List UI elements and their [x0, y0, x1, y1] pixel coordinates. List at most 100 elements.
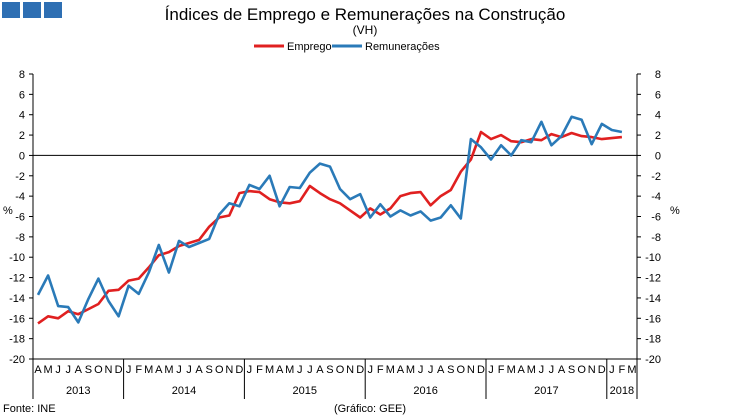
- x-tick-label-month: M: [285, 364, 294, 376]
- x-tick-label-month: M: [386, 364, 395, 376]
- x-tick-label-month: J: [247, 364, 253, 376]
- y-tick-label-left: 4: [19, 110, 25, 122]
- x-tick-label-month: J: [297, 364, 303, 376]
- y-tick-label-right: -18: [645, 334, 661, 346]
- x-tick-label-month: A: [518, 364, 526, 376]
- y-tick-label-right: 8: [655, 69, 661, 81]
- logo-square-3: [44, 2, 62, 18]
- credit-note: (Gráfico: GEE): [334, 403, 406, 415]
- x-tick-label-month: D: [477, 364, 485, 376]
- x-tick-label-month: M: [527, 364, 536, 376]
- x-tick-label-month: J: [418, 364, 424, 376]
- source-note: Fonte: INE: [3, 403, 56, 415]
- y-tick-label-left: -18: [9, 334, 25, 346]
- y-tick-label-right: -16: [645, 313, 661, 325]
- x-tick-label-month: M: [44, 364, 53, 376]
- x-tick-label-month: O: [336, 364, 345, 376]
- y-tick-label-left: -4: [15, 191, 25, 203]
- x-tick-label-month: J: [186, 364, 192, 376]
- x-tick-label-month: O: [215, 364, 224, 376]
- x-tick-label-month: O: [94, 364, 103, 376]
- y-tick-label-right: -10: [645, 252, 661, 264]
- x-tick-label-month: J: [65, 364, 71, 376]
- y-tick-label-right: 6: [655, 89, 661, 101]
- x-tick-label-month: O: [577, 364, 586, 376]
- x-tick-label-month: J: [428, 364, 434, 376]
- x-tick-label-month: S: [447, 364, 454, 376]
- x-tick-label-month: N: [467, 364, 475, 376]
- x-tick-label-month: J: [367, 364, 373, 376]
- x-tick-label-month: N: [105, 364, 113, 376]
- y-tick-label-right: -14: [645, 293, 661, 305]
- x-tick-label-month: M: [406, 364, 415, 376]
- x-tick-label-month: S: [568, 364, 575, 376]
- y-tick-label-left: -8: [15, 232, 25, 244]
- x-tick-label-month: J: [55, 364, 61, 376]
- x-tick-label-month: F: [256, 364, 263, 376]
- x-tick-label-month: M: [164, 364, 173, 376]
- x-tick-label-year: 2016: [413, 385, 437, 397]
- x-tick-label-month: S: [205, 364, 212, 376]
- series-lines: [36, 115, 623, 325]
- x-tick-label-month: A: [316, 364, 324, 376]
- y-tick-label-right: -8: [651, 232, 661, 244]
- y-tick-label-left: -10: [9, 252, 25, 264]
- y-tick-label-right: -2: [651, 171, 661, 183]
- x-tick-label-month: F: [619, 364, 626, 376]
- x-tick-label-month: D: [115, 364, 123, 376]
- y-axis-label-left: %: [3, 205, 13, 217]
- x-tick-label-month: J: [609, 364, 615, 376]
- publisher-logo-icon: [2, 2, 62, 18]
- y-tick-label-left: 0: [19, 150, 25, 162]
- series-line-remuneracoes: [36, 115, 623, 324]
- x-tick-label-month: J: [539, 364, 545, 376]
- y-tick-label-right: -12: [645, 273, 661, 285]
- y-tick-label-left: 8: [19, 69, 25, 81]
- x-tick-label-month: A: [437, 364, 445, 376]
- legend: Emprego Remunerações: [254, 41, 440, 53]
- x-tick-label-month: J: [307, 364, 313, 376]
- y-tick-label-left: -16: [9, 313, 25, 325]
- chart-subtitle: (VH): [353, 23, 378, 37]
- x-tick-label-month: F: [135, 364, 142, 376]
- x-tick-label-month: O: [457, 364, 466, 376]
- x-tick-label-month: D: [235, 364, 243, 376]
- x-tick-label-month: J: [549, 364, 555, 376]
- x-tick-label-month: A: [276, 364, 284, 376]
- y-tick-label-left: -20: [9, 354, 25, 366]
- x-tick-label-month: N: [346, 364, 354, 376]
- y-tick-label-left: -2: [15, 171, 25, 183]
- y-tick-label-right: 2: [655, 130, 661, 142]
- x-tick-label-month: A: [558, 364, 566, 376]
- y-axis-label-right: %: [670, 205, 680, 217]
- x-tick-label-month: A: [397, 364, 405, 376]
- x-tick-label-month: N: [588, 364, 596, 376]
- y-tick-label-left: -6: [15, 212, 25, 224]
- x-tick-label-month: M: [627, 364, 636, 376]
- x-tick-label-month: A: [195, 364, 203, 376]
- x-tick-label-month: M: [507, 364, 516, 376]
- logo-square-1: [2, 2, 20, 18]
- y-tick-label-right: -6: [651, 212, 661, 224]
- chart-title: Índices de Emprego e Remunerações na Con…: [165, 5, 566, 24]
- x-tick-label-month: F: [498, 364, 505, 376]
- x-tick-label-month: J: [126, 364, 132, 376]
- y-tick-label-left: 6: [19, 89, 25, 101]
- legend-label-emprego: Emprego: [287, 41, 332, 53]
- y-tick-label-left: 2: [19, 130, 25, 142]
- x-tick-label-month: D: [598, 364, 606, 376]
- x-tick-label-year: 2017: [534, 385, 558, 397]
- x-tick-label-month: A: [34, 364, 42, 376]
- y-tick-label-right: 0: [655, 150, 661, 162]
- y-tick-label-left: -12: [9, 273, 25, 285]
- x-tick-label-year: 2013: [66, 385, 90, 397]
- y-tick-label-right: 4: [655, 110, 661, 122]
- x-tick-label-month: J: [176, 364, 182, 376]
- x-tick-label-month: M: [265, 364, 274, 376]
- x-tick-label-month: N: [225, 364, 233, 376]
- y-tick-label-left: -14: [9, 293, 25, 305]
- x-tick-label-month: S: [85, 364, 92, 376]
- y-tick-label-right: -20: [645, 354, 661, 366]
